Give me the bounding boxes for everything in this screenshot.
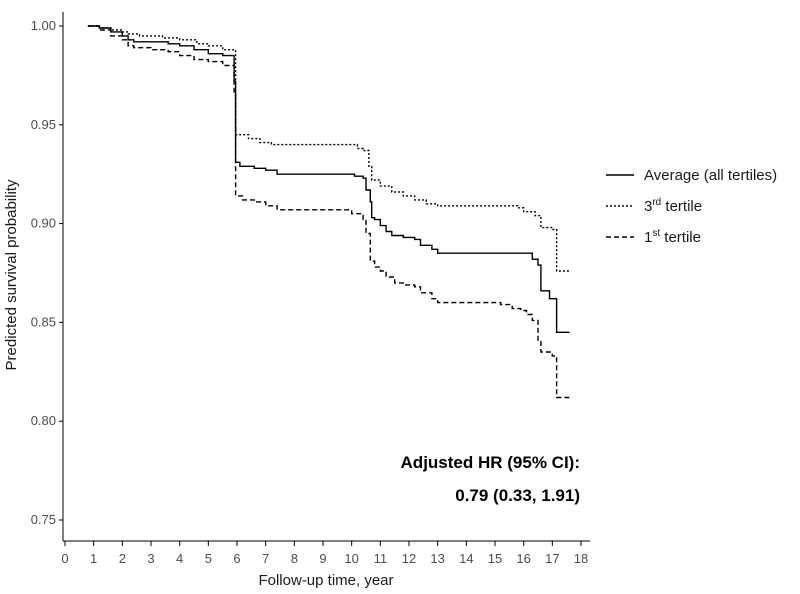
series-line-3 [87,25,570,399]
legend-label-3: 1st tertile [644,228,701,246]
legend-label-2: 3rd tertile [644,197,702,215]
plot-lines [87,25,570,399]
y-axis-title: Predicted survival probability [3,179,20,370]
x-tick-label: 15 [488,551,502,566]
y-tick-label: 0.75 [31,512,56,527]
x-tick-label: 11 [374,551,388,566]
legend-label-1: Average (all tertiles) [644,167,777,184]
annotation-line-1: Adjusted HR (95% CI): [401,453,580,472]
x-tick-label: 3 [147,551,154,566]
x-tick-label: 4 [176,551,183,566]
x-tick-label: 0 [61,551,68,566]
x-tick-label: 7 [262,551,269,566]
x-axis-title: Follow-up time, year [258,572,393,589]
x-tick-label: 9 [319,551,326,566]
x-tick-label: 13 [430,551,444,566]
y-tick-label: 1.00 [31,18,56,33]
series-line-2 [87,25,570,272]
x-tick-label: 1 [90,551,97,566]
annotation-line-2: 0.79 (0.33, 1.91) [455,486,580,505]
x-tick-label: 14 [459,551,473,566]
y-ticks: 0.75 0.80 0.85 0.90 0.95 1.00 [31,18,63,527]
y-tick-label: 0.80 [31,413,56,428]
x-tick-label: 6 [233,551,240,566]
x-tick-label: 10 [344,551,358,566]
series-line-1 [87,25,570,333]
y-tick-label: 0.95 [31,117,56,132]
x-tick-label: 16 [516,551,530,566]
y-tick-label: 0.85 [31,314,56,329]
y-tick-label: 0.90 [31,216,56,231]
x-tick-label: 12 [402,551,416,566]
x-tick-label: 18 [574,551,588,566]
x-tick-label: 17 [545,551,559,566]
x-ticks: 0 1 2 3 4 5 6 7 8 9 10 11 12 13 14 15 16 17 18 [61,541,588,566]
x-tick-label: 5 [205,551,212,566]
x-tick-label: 8 [291,551,298,566]
x-tick-label: 2 [119,551,126,566]
legend: Average (all tertiles) 3rd tertile 1st ter… [606,167,777,246]
